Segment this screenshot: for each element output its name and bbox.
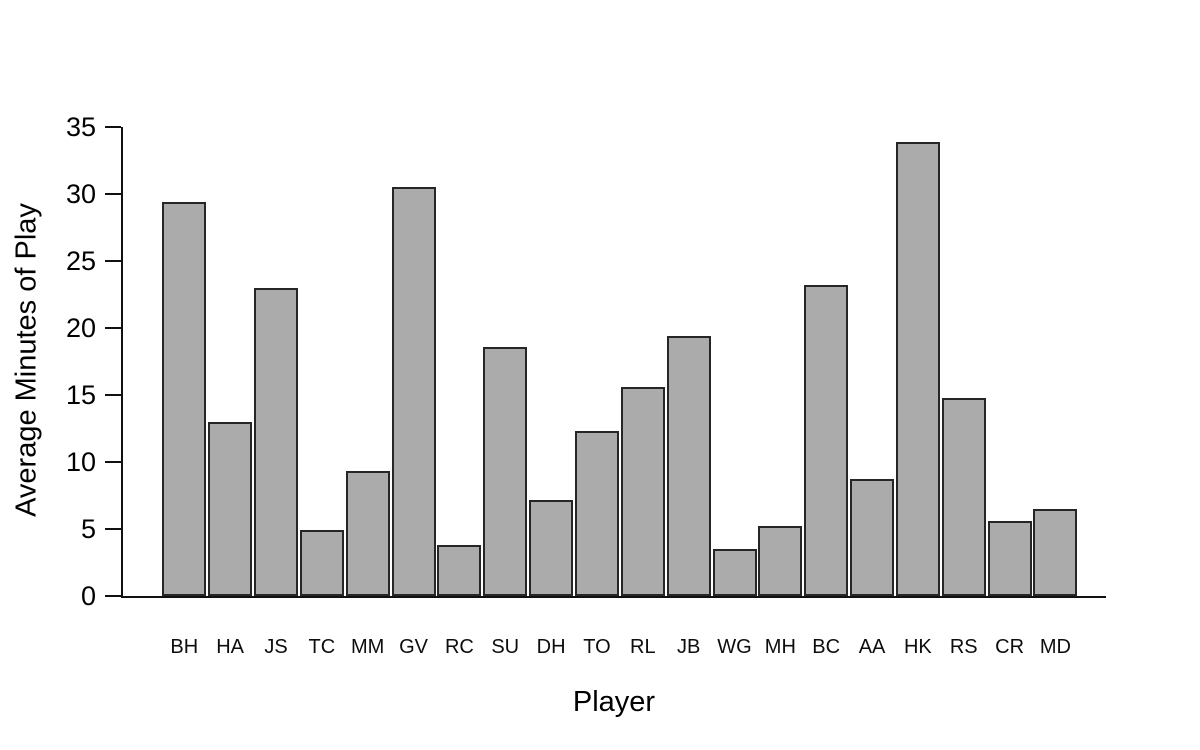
bar-to (574, 431, 619, 596)
x-tick-label-hk: HK (903, 636, 932, 658)
x-tick-label-rl: RL (630, 636, 656, 658)
x-tick-label-to: TO (583, 636, 611, 658)
bar-gv (391, 187, 436, 596)
bar-bh (162, 202, 207, 596)
bar-tc (299, 530, 344, 596)
bar-jb (666, 336, 711, 596)
x-tick-label-jb: JB (676, 636, 701, 658)
x-tick-label-gv: GV (399, 636, 428, 658)
y-axis-tick (105, 461, 121, 463)
y-axis-tick (105, 394, 121, 396)
x-tick-label-md: MD (1039, 636, 1071, 658)
y-tick-label: 5 (80, 514, 96, 544)
x-tick-label-mm: MM (351, 636, 385, 658)
y-tick-label: 25 (65, 246, 96, 276)
y-axis-line (121, 127, 123, 598)
x-tick-label-ha: HA (216, 636, 245, 658)
bar-rc (437, 545, 482, 596)
x-axis-title: Player (572, 686, 656, 718)
bar-cr (987, 520, 1032, 596)
x-tick-label-bc: BC (812, 636, 841, 658)
bar-mh (758, 526, 803, 596)
y-axis-tick (105, 193, 121, 195)
y-tick-label: 0 (80, 581, 96, 611)
y-axis-tick (105, 126, 121, 128)
bar-js (254, 287, 298, 596)
y-tick-label: 20 (65, 313, 96, 343)
bar-bc (804, 285, 849, 596)
x-axis-line (121, 596, 1106, 598)
x-tick-label-mh: MH (764, 636, 796, 658)
y-tick-label: 30 (65, 179, 96, 209)
bar-mm (345, 471, 390, 596)
bar-wg (712, 549, 757, 596)
x-tick-label-bh: BH (170, 636, 199, 658)
x-tick-label-dh: DH (536, 636, 566, 658)
bar-rl (620, 386, 665, 596)
y-tick-label: 15 (65, 380, 96, 410)
bar-md (1033, 508, 1078, 596)
bar-ha (208, 421, 253, 596)
x-tick-label-su: SU (491, 636, 520, 658)
y-tick-label: 35 (65, 112, 96, 142)
y-tick-label: 10 (65, 447, 96, 477)
bar-su (483, 346, 528, 596)
y-axis-tick (105, 260, 121, 262)
y-axis-tick (105, 595, 121, 597)
y-axis-tick (105, 327, 121, 329)
bar-rs (941, 397, 986, 596)
x-tick-label-aa: AA (858, 636, 886, 658)
x-tick-label-rs: RS (949, 636, 978, 658)
bar-aa (850, 479, 895, 596)
y-axis-tick (105, 528, 121, 530)
x-tick-label-wg: WG (717, 636, 752, 658)
x-tick-label-rc: RC (444, 636, 474, 658)
x-tick-label-js: JS (264, 636, 288, 658)
x-tick-label-cr: CR (995, 636, 1025, 658)
bar-dh (529, 499, 574, 596)
x-tick-label-tc: TC (308, 636, 336, 658)
bar-hk (895, 141, 940, 596)
